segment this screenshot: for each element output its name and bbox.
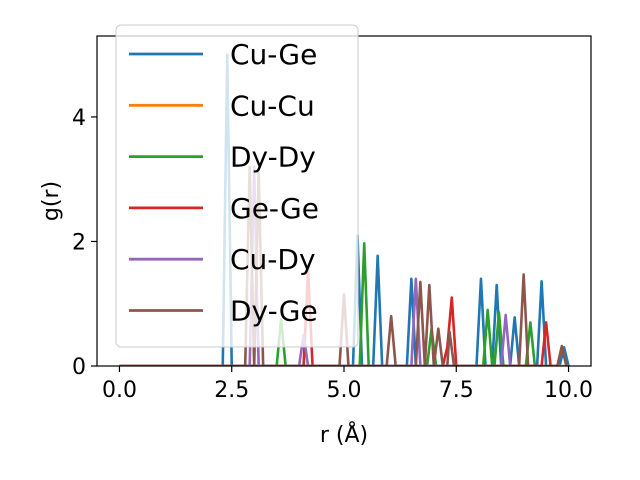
x-tick-label: 2.5	[214, 378, 249, 403]
x-tick-label: 0.0	[102, 378, 137, 403]
legend-label: Cu-Dy	[230, 243, 316, 276]
x-tick-label: 5.0	[327, 378, 362, 403]
x-tick-label: 7.5	[439, 378, 474, 403]
x-axis-ticks: 0.0 2.5 5.0 7.5 10.0	[102, 366, 593, 403]
legend-label: Dy-Ge	[230, 295, 318, 328]
y-tick-label: 0	[72, 355, 86, 380]
y-axis-label: g(r)	[39, 181, 64, 221]
y-tick-label: 4	[72, 106, 86, 131]
legend-label: Ge-Ge	[230, 192, 319, 225]
legend-label: Cu-Ge	[230, 38, 317, 71]
y-tick-label: 2	[72, 230, 86, 255]
legend: Cu-Ge Cu-Cu Dy-Dy Ge-Ge Cu-Dy Dy-Ge	[115, 24, 359, 348]
legend-label: Cu-Cu	[230, 89, 315, 122]
x-axis-label: r (Å)	[320, 421, 368, 448]
y-axis-ticks: 0 2 4	[72, 106, 97, 380]
legend-label: Dy-Dy	[230, 141, 316, 174]
x-tick-label: 10.0	[544, 378, 593, 403]
